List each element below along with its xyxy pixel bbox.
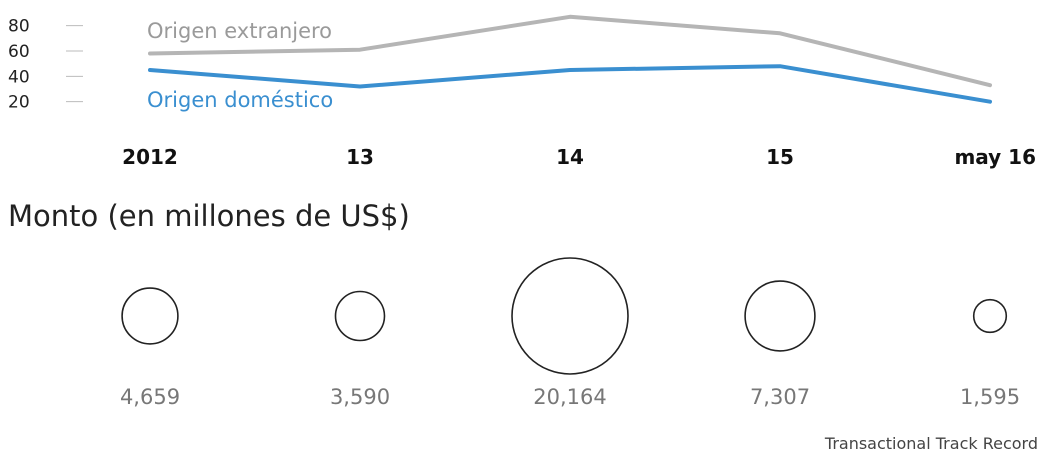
bubble-2 xyxy=(511,257,629,375)
series-line-1 xyxy=(148,64,992,104)
y-tick-label-80: 80 xyxy=(8,17,30,37)
y-tick-label-20: 20 xyxy=(8,93,30,113)
bubble-1 xyxy=(334,290,386,342)
series-labels: Origen extranjero Origen doméstico xyxy=(147,19,333,112)
bubble-series-group xyxy=(121,257,1008,375)
series-label-extranjero: Origen extranjero xyxy=(147,19,332,43)
y-tick-label-60: 60 xyxy=(8,42,30,62)
bubble-0 xyxy=(121,287,179,345)
bubble-value-1: 3,590 xyxy=(330,385,390,409)
x-label-0: 2012 xyxy=(122,145,178,169)
line-series-group xyxy=(148,14,992,104)
bubble-value-2: 20,164 xyxy=(533,385,606,409)
x-label-4: may 16 xyxy=(954,145,1036,169)
y-axis-ticks: 20 40 60 80 xyxy=(8,17,83,113)
bubble-value-labels: 4,659 3,590 20,164 7,307 1,595 xyxy=(120,385,1020,409)
series-label-domestico: Origen doméstico xyxy=(147,88,333,112)
bubble-chart-title: Monto (en millones de US$) xyxy=(8,199,410,233)
x-axis-year-labels: 2012 13 14 15 may 16 xyxy=(122,145,1036,169)
bubble-3 xyxy=(744,280,816,352)
series-line-0 xyxy=(148,14,992,88)
source-credit: Transactional Track Record xyxy=(824,434,1038,453)
x-label-1: 13 xyxy=(346,145,374,169)
bubble-value-0: 4,659 xyxy=(120,385,180,409)
bubble-4 xyxy=(972,298,1008,334)
x-label-2: 14 xyxy=(556,145,584,169)
bubble-value-4: 1,595 xyxy=(960,385,1020,409)
bubble-value-3: 7,307 xyxy=(750,385,810,409)
y-tick-label-40: 40 xyxy=(8,67,30,87)
x-label-3: 15 xyxy=(766,145,794,169)
